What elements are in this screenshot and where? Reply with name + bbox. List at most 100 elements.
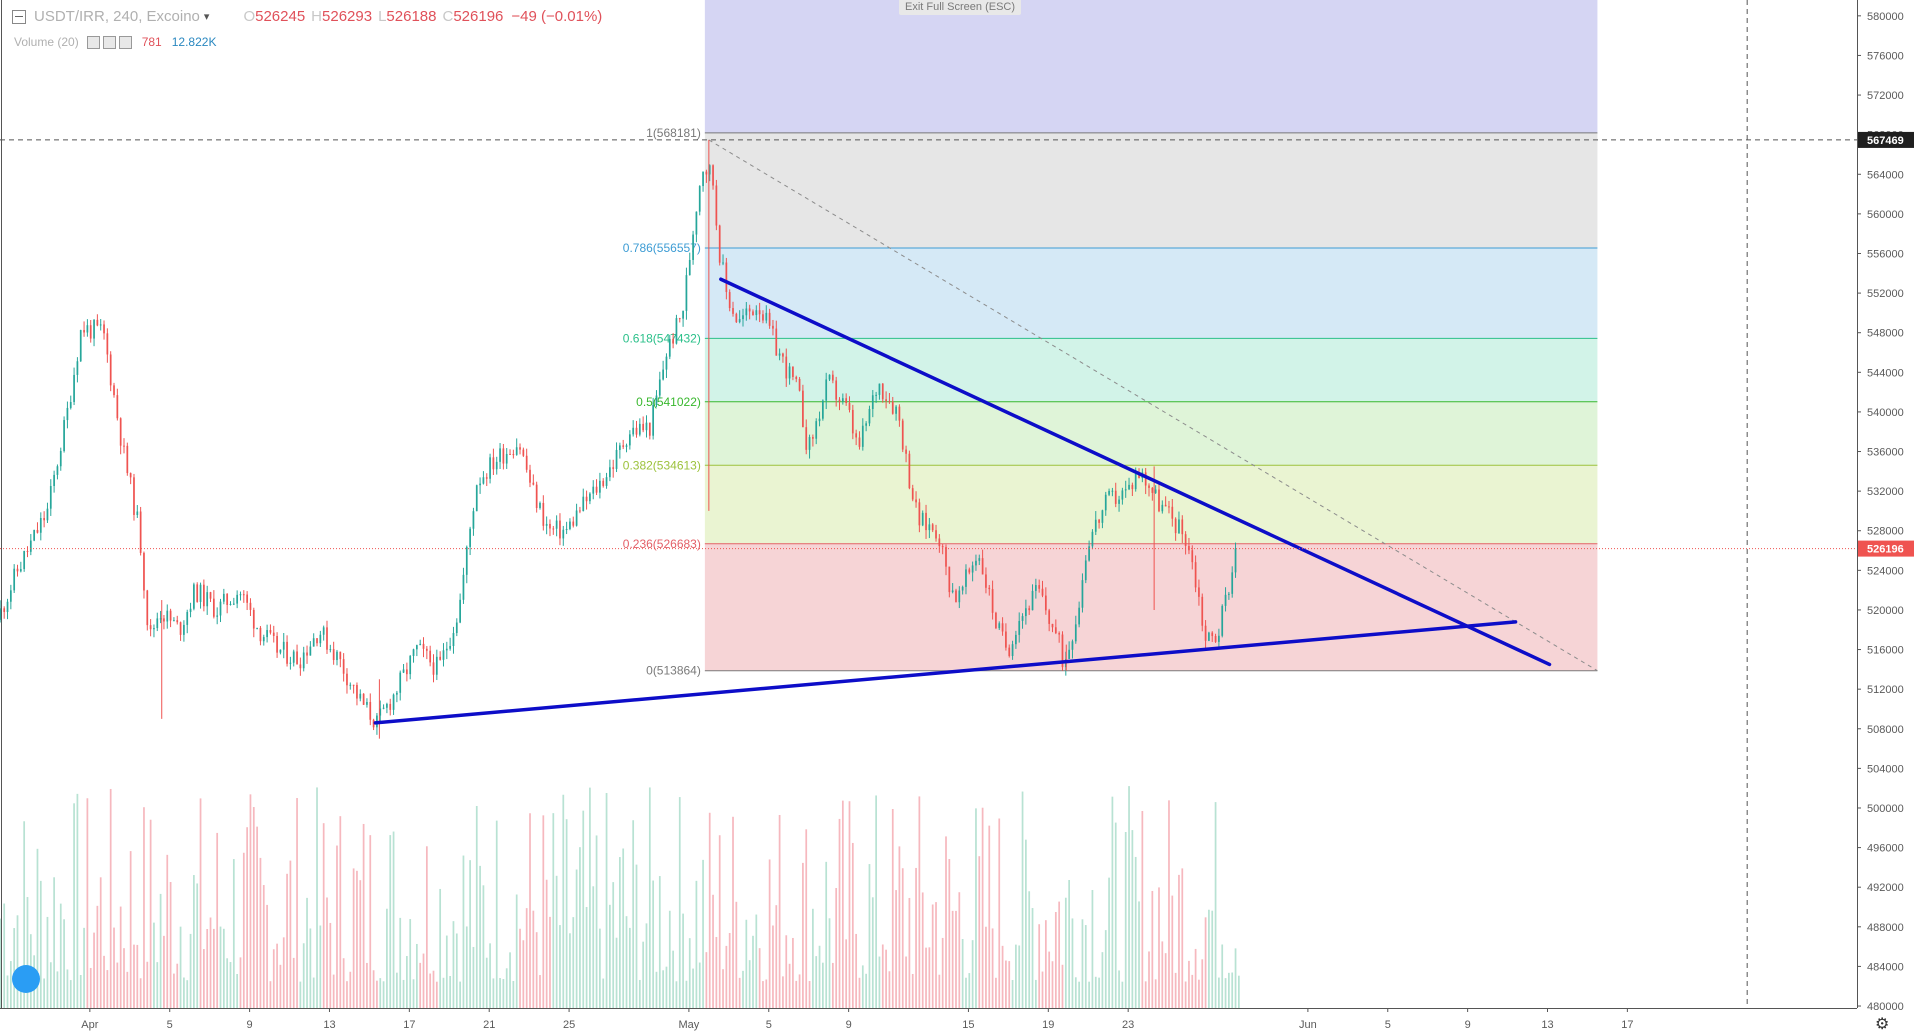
candle-body xyxy=(619,445,621,450)
chevron-down-icon[interactable]: ▾ xyxy=(203,11,210,23)
volume-bar xyxy=(126,971,129,1008)
volume-bar xyxy=(362,823,365,1008)
eye-icon[interactable] xyxy=(86,35,100,49)
volume-bar xyxy=(635,864,638,1008)
candle-body xyxy=(465,546,468,575)
volume-bar xyxy=(632,820,635,1008)
candle-body xyxy=(1048,610,1051,624)
volume-bar xyxy=(269,981,272,1008)
time-tick-label: 13 xyxy=(1541,1019,1553,1031)
volume-bar xyxy=(692,968,694,1008)
candle-body xyxy=(219,601,222,616)
candle-body xyxy=(625,445,628,447)
candle-body xyxy=(658,379,661,396)
symbol-legend[interactable]: USDT/IRR, 240, Excoino ▾ O 526245 H 526293… xyxy=(12,8,602,25)
candle-body xyxy=(1154,489,1157,493)
candle-body xyxy=(758,310,761,315)
candle-body xyxy=(948,566,951,593)
time-tick-label: 5 xyxy=(766,1019,772,1031)
fib-level-label: 0.382(534613) xyxy=(623,458,701,472)
volume-bar xyxy=(499,978,501,1008)
volume-bar xyxy=(53,877,55,1008)
candle-body xyxy=(865,423,867,426)
candle-body xyxy=(682,310,684,319)
candle-body xyxy=(1234,548,1237,573)
candle-body xyxy=(582,496,585,512)
candle-body xyxy=(775,328,778,356)
volume-bar xyxy=(752,935,754,1008)
settings-icon[interactable] xyxy=(102,35,116,49)
candle-body xyxy=(419,643,422,646)
volume-bar xyxy=(925,947,927,1008)
candle-body xyxy=(985,574,987,588)
legend-collapse-icon[interactable] xyxy=(12,9,26,24)
volume-bar xyxy=(113,927,115,1008)
exit-fullscreen-button[interactable]: Exit Full Screen (ESC) xyxy=(899,0,1022,15)
candle-body xyxy=(841,398,844,402)
crosshair-price-label-bg xyxy=(1858,131,1914,148)
close-icon[interactable] xyxy=(118,35,132,49)
volume-bar xyxy=(1111,796,1114,1008)
volume-bar xyxy=(173,973,175,1008)
volume-bar xyxy=(282,937,285,1008)
volume-bar xyxy=(455,933,458,1008)
candle-body xyxy=(179,622,182,635)
volume-bar xyxy=(306,897,308,1008)
volume-bar xyxy=(968,973,971,1008)
volume-bar xyxy=(276,943,278,1008)
volume-bar xyxy=(658,876,661,1008)
candle-body xyxy=(1138,474,1140,479)
price-axis-background xyxy=(1857,0,1914,1034)
volume-bar xyxy=(965,977,967,1008)
time-tick-label: 9 xyxy=(247,1019,253,1031)
fib-zone xyxy=(704,338,1598,402)
volume-label[interactable]: Volume (20) xyxy=(14,35,79,49)
volume-bar xyxy=(985,926,987,1008)
gear-icon[interactable]: ⚙ xyxy=(1875,1016,1890,1033)
candle-body xyxy=(372,719,375,728)
candle-body xyxy=(632,427,635,435)
volume-bar xyxy=(509,952,511,1008)
candle-body xyxy=(748,308,751,312)
volume-value-1: 781 xyxy=(141,35,162,49)
volume-bar xyxy=(1054,912,1057,1008)
candle-body xyxy=(1134,474,1137,490)
candle-body xyxy=(312,638,315,647)
candle-body xyxy=(901,420,904,450)
candle-body xyxy=(369,701,372,720)
candle-body xyxy=(269,630,272,633)
candle-body xyxy=(1168,506,1170,508)
price-tick-label: 532000 xyxy=(1867,486,1904,498)
volume-bar xyxy=(106,970,109,1008)
candle-body xyxy=(316,638,318,644)
volume-bar xyxy=(1114,822,1117,1008)
volume-bar xyxy=(652,880,655,1008)
volume-bar xyxy=(918,796,921,1008)
candle-body xyxy=(559,520,561,539)
candle-body xyxy=(965,569,967,587)
volume-bar xyxy=(1101,952,1104,1008)
volume-bar xyxy=(555,875,558,1008)
high-value: 526293 xyxy=(322,8,373,25)
candle-body xyxy=(935,530,937,539)
volume-bar xyxy=(99,877,102,1008)
candle-body xyxy=(891,401,894,414)
volume-bar xyxy=(542,815,545,1008)
volume-bar xyxy=(129,851,132,1008)
candle-body xyxy=(542,502,545,526)
candle-body xyxy=(279,649,282,653)
symbol-name[interactable]: USDT/IRR, 240, Excoino xyxy=(34,8,200,25)
volume-legend[interactable]: Volume (20) 781 12.822K xyxy=(14,35,216,49)
volume-bar xyxy=(73,803,75,1008)
candle-body xyxy=(808,437,811,450)
candle-body xyxy=(429,650,432,663)
volume-bar xyxy=(951,910,954,1008)
volume-bar xyxy=(229,962,232,1008)
volume-bar xyxy=(921,892,924,1008)
volume-bar xyxy=(762,981,764,1008)
volume-bar xyxy=(386,908,388,1008)
time-tick-label: May xyxy=(678,1019,699,1031)
candle-body xyxy=(515,447,518,455)
tradingview-logo-icon[interactable] xyxy=(12,965,40,993)
